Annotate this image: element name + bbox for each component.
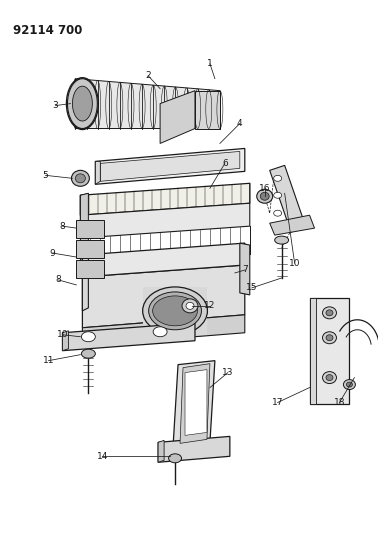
Ellipse shape xyxy=(275,236,289,244)
Polygon shape xyxy=(82,243,245,277)
Ellipse shape xyxy=(323,307,337,319)
Ellipse shape xyxy=(274,175,282,181)
Ellipse shape xyxy=(67,79,97,128)
Polygon shape xyxy=(77,260,104,278)
Ellipse shape xyxy=(72,86,92,121)
Polygon shape xyxy=(310,298,316,405)
Text: 8: 8 xyxy=(56,276,61,285)
Polygon shape xyxy=(63,323,195,351)
Text: 16: 16 xyxy=(259,184,271,193)
Text: 18: 18 xyxy=(334,398,345,407)
Polygon shape xyxy=(180,364,210,443)
Polygon shape xyxy=(158,440,164,462)
Ellipse shape xyxy=(323,372,337,384)
Polygon shape xyxy=(185,369,207,435)
Polygon shape xyxy=(77,220,104,238)
Polygon shape xyxy=(96,148,245,184)
Polygon shape xyxy=(80,193,88,266)
Text: 3: 3 xyxy=(53,101,58,110)
Polygon shape xyxy=(195,91,220,128)
Text: 5: 5 xyxy=(43,171,49,180)
Polygon shape xyxy=(96,161,100,184)
Polygon shape xyxy=(270,215,315,235)
Ellipse shape xyxy=(260,192,269,200)
Ellipse shape xyxy=(75,174,85,183)
Polygon shape xyxy=(77,240,104,258)
Ellipse shape xyxy=(346,382,352,387)
Ellipse shape xyxy=(153,327,167,337)
Text: 6: 6 xyxy=(222,159,228,168)
Text: 8: 8 xyxy=(60,222,65,231)
Ellipse shape xyxy=(343,379,356,390)
Ellipse shape xyxy=(274,192,282,198)
Text: 92114 700: 92114 700 xyxy=(13,24,82,37)
Text: 1: 1 xyxy=(207,59,213,68)
Text: 14: 14 xyxy=(97,452,108,461)
Polygon shape xyxy=(82,253,88,311)
Text: 15: 15 xyxy=(246,284,257,293)
Text: 13: 13 xyxy=(222,368,233,377)
Ellipse shape xyxy=(81,332,96,342)
Ellipse shape xyxy=(149,292,202,330)
Polygon shape xyxy=(270,165,305,228)
Polygon shape xyxy=(80,193,88,238)
Polygon shape xyxy=(100,151,240,181)
Polygon shape xyxy=(82,265,245,328)
Ellipse shape xyxy=(326,335,333,341)
Text: 11: 11 xyxy=(43,356,54,365)
Text: 10: 10 xyxy=(289,259,301,268)
Ellipse shape xyxy=(71,171,89,187)
Polygon shape xyxy=(158,437,230,462)
Ellipse shape xyxy=(169,454,182,463)
Ellipse shape xyxy=(186,302,194,309)
Polygon shape xyxy=(173,361,215,446)
Text: 12: 12 xyxy=(204,301,216,310)
Text: 2: 2 xyxy=(145,71,151,80)
Ellipse shape xyxy=(257,189,273,203)
Polygon shape xyxy=(310,298,349,405)
Polygon shape xyxy=(82,315,245,346)
Text: 4: 4 xyxy=(237,119,243,128)
Ellipse shape xyxy=(182,299,198,313)
Ellipse shape xyxy=(143,287,207,335)
Ellipse shape xyxy=(153,296,197,326)
Polygon shape xyxy=(143,287,207,335)
Ellipse shape xyxy=(323,332,337,344)
Polygon shape xyxy=(80,183,250,215)
Text: 10: 10 xyxy=(57,330,68,339)
Ellipse shape xyxy=(326,310,333,316)
Ellipse shape xyxy=(81,349,96,358)
Polygon shape xyxy=(240,243,250,295)
Text: 9: 9 xyxy=(50,248,55,257)
Text: 17: 17 xyxy=(272,398,283,407)
Polygon shape xyxy=(75,79,220,128)
Polygon shape xyxy=(63,331,69,351)
Ellipse shape xyxy=(326,375,333,381)
Polygon shape xyxy=(160,91,195,143)
Polygon shape xyxy=(80,203,250,238)
Text: 7: 7 xyxy=(242,265,247,274)
Ellipse shape xyxy=(274,210,282,216)
